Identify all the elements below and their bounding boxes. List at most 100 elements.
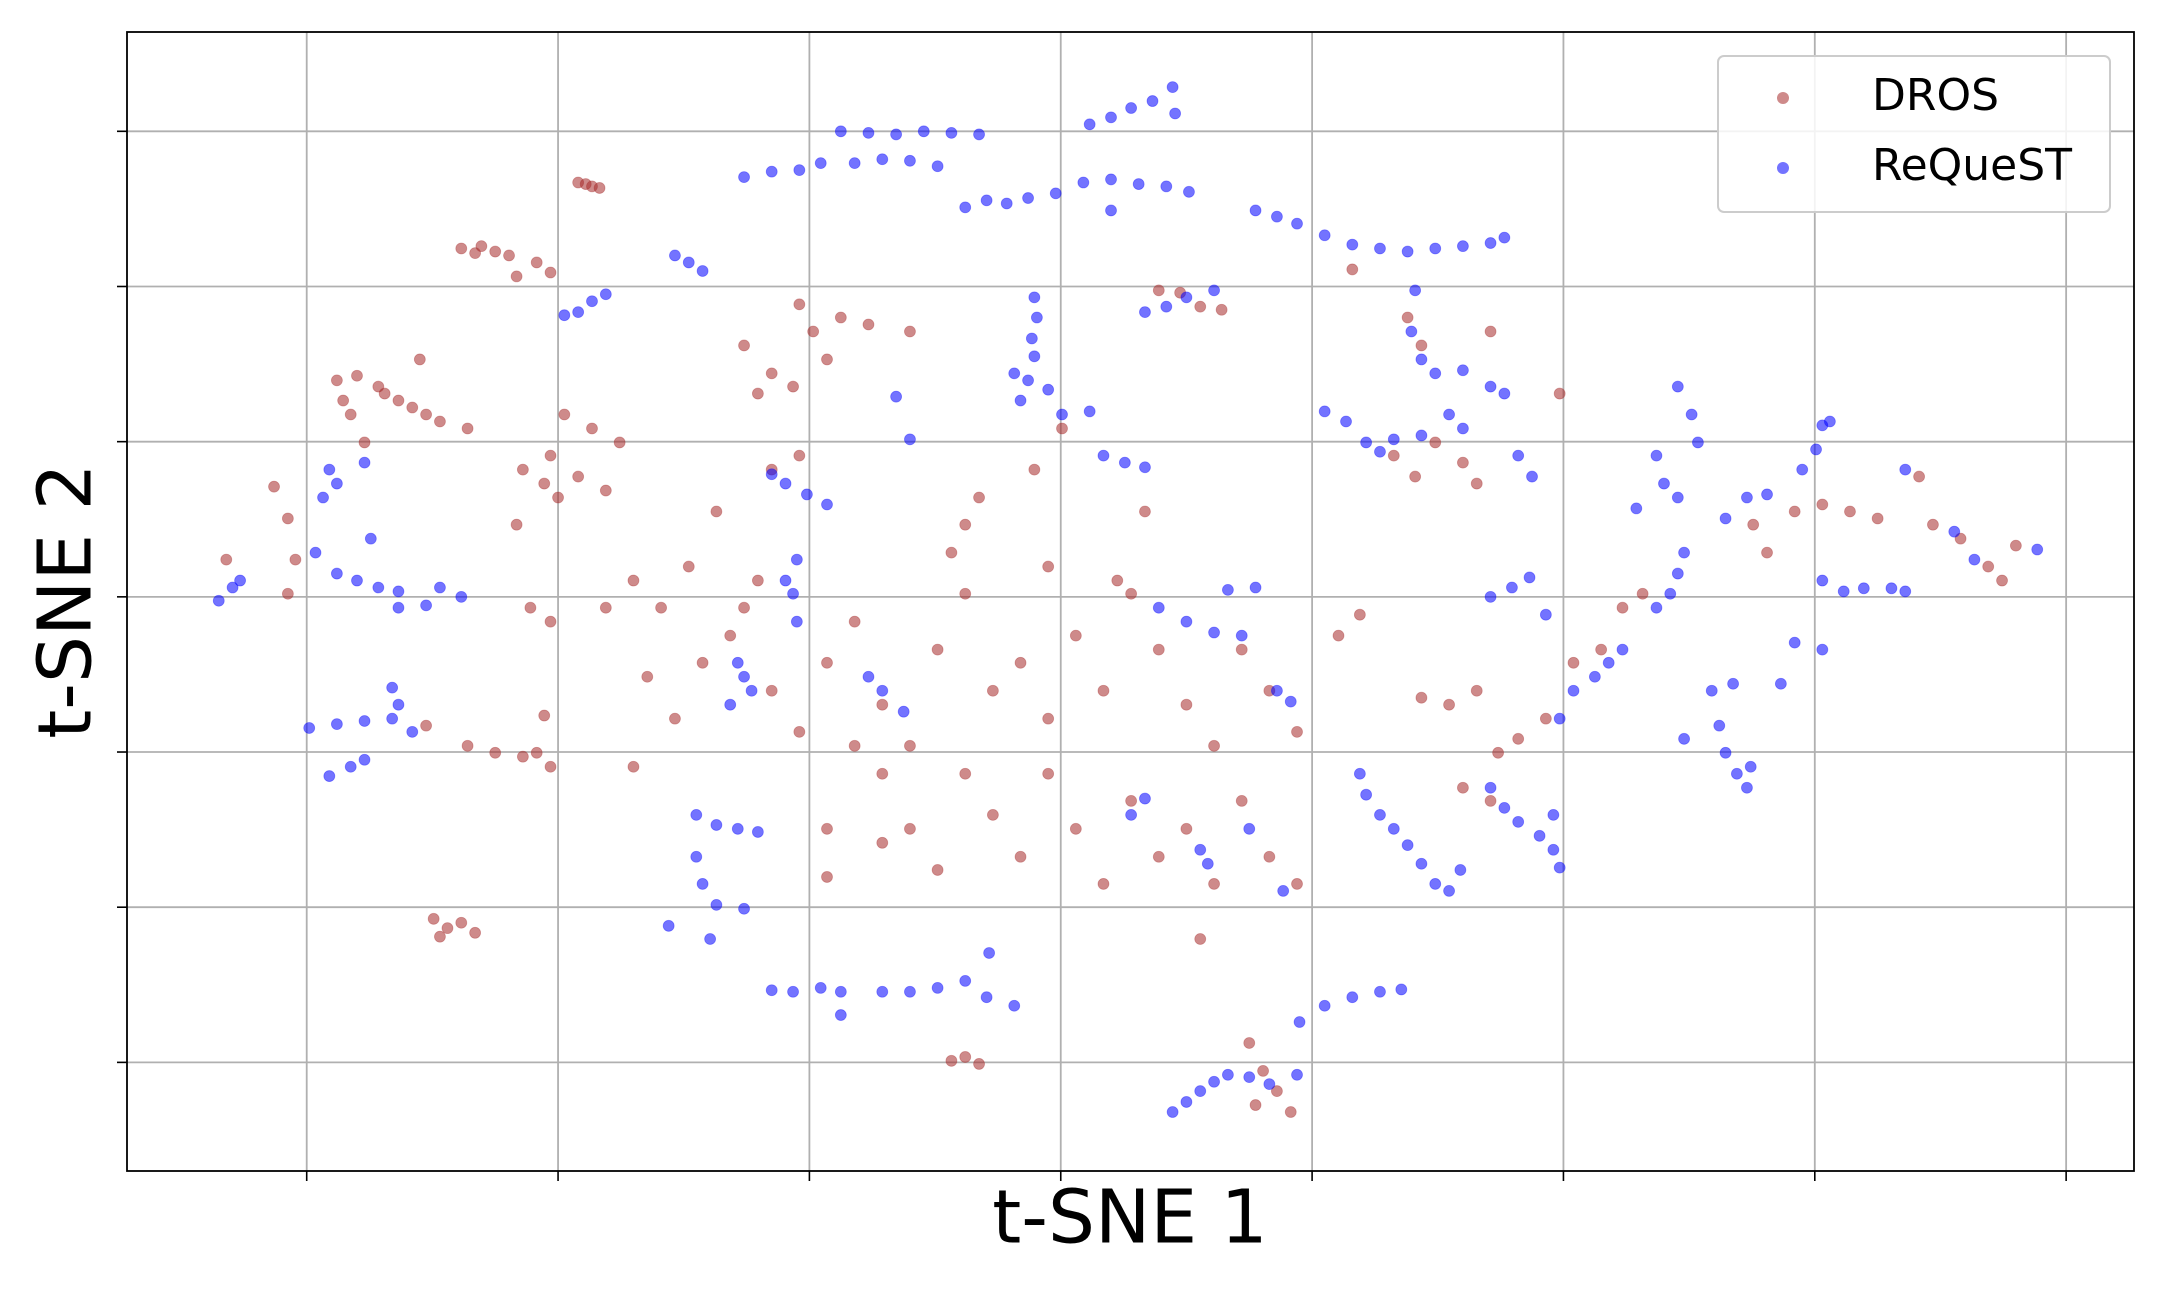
point [834, 311, 847, 324]
point [1415, 429, 1428, 442]
point [1788, 636, 1801, 649]
point [821, 353, 833, 366]
point [1498, 801, 1511, 814]
point [1111, 574, 1124, 587]
point [1340, 415, 1352, 428]
point [1498, 387, 1511, 400]
point [1293, 1016, 1306, 1028]
point [1730, 767, 1743, 780]
legend-box [1717, 55, 2111, 213]
point [1523, 571, 1536, 584]
point [1346, 991, 1359, 1004]
point [1132, 178, 1145, 190]
point [572, 470, 585, 483]
point [983, 947, 996, 959]
point [814, 157, 827, 170]
point [1484, 325, 1497, 338]
point [1761, 546, 1773, 559]
point [1671, 380, 1684, 393]
legend-label: DROS [1872, 70, 1999, 121]
point [710, 819, 723, 831]
point [765, 165, 778, 178]
point [1409, 470, 1422, 483]
point [1913, 470, 1925, 483]
point [358, 436, 371, 449]
point [1215, 303, 1228, 316]
point [1169, 107, 1182, 120]
point [821, 656, 833, 669]
point [1443, 408, 1455, 421]
point [669, 249, 681, 262]
point [904, 433, 916, 446]
point [1243, 822, 1256, 835]
point [765, 684, 778, 697]
point [848, 157, 861, 170]
point [793, 164, 806, 177]
point [1512, 815, 1525, 828]
point [1816, 643, 1829, 656]
point [627, 760, 640, 773]
point [516, 463, 529, 476]
point [834, 985, 847, 998]
point [1105, 111, 1117, 124]
point [1097, 449, 1110, 462]
series-1 [212, 81, 2044, 1118]
point [848, 739, 861, 752]
point [793, 725, 806, 738]
point [973, 491, 985, 504]
point [1208, 284, 1220, 297]
point [386, 712, 399, 725]
point [876, 684, 889, 697]
point [1152, 601, 1165, 614]
point [330, 567, 343, 580]
point [226, 581, 239, 594]
point [1443, 885, 1455, 897]
point [469, 926, 482, 939]
point [599, 601, 612, 614]
legend: DROS ReQueST [1717, 55, 2111, 213]
point [1539, 712, 1552, 725]
point [358, 456, 371, 469]
point [1160, 180, 1173, 193]
point [1816, 574, 1829, 587]
point [2031, 543, 2044, 556]
point [1042, 383, 1055, 396]
point [1180, 1096, 1193, 1108]
point [1650, 601, 1663, 614]
point [1318, 229, 1331, 242]
point [1353, 767, 1366, 780]
point [1401, 311, 1414, 324]
point [1636, 587, 1649, 600]
point [1553, 712, 1566, 725]
point [489, 245, 502, 258]
point [931, 864, 944, 876]
point [406, 401, 419, 414]
point [1671, 491, 1684, 504]
point [544, 266, 557, 279]
point [731, 822, 744, 835]
point [1139, 505, 1151, 518]
point [1097, 684, 1110, 697]
point [834, 1009, 847, 1021]
point [1741, 781, 1753, 794]
legend-marker [1777, 162, 1789, 174]
point [807, 325, 820, 338]
point [669, 712, 681, 725]
point [931, 643, 944, 656]
point [351, 574, 363, 587]
point [917, 125, 930, 138]
point [461, 422, 474, 435]
point [1028, 350, 1041, 363]
point [959, 767, 972, 780]
point [1374, 445, 1386, 458]
point [1180, 615, 1193, 628]
point [1022, 374, 1034, 387]
point [690, 850, 703, 863]
point [821, 871, 833, 883]
point [1152, 850, 1165, 863]
point [862, 126, 875, 139]
point [378, 387, 391, 400]
point [510, 270, 523, 283]
point [1982, 560, 1995, 573]
point [876, 153, 889, 166]
